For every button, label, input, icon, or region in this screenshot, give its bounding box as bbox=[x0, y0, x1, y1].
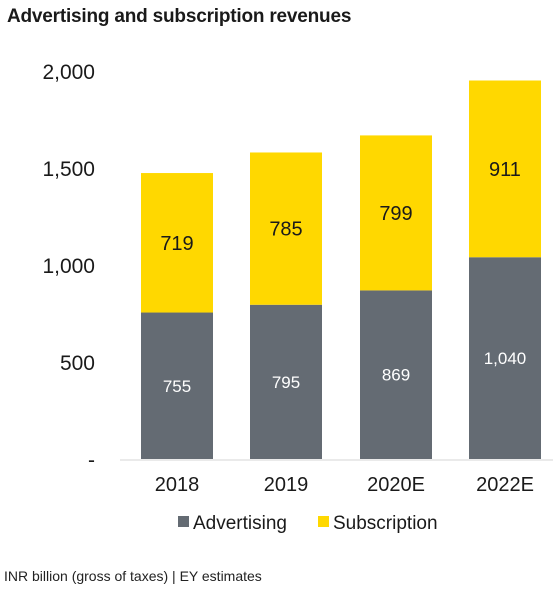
advertising-bar bbox=[141, 312, 213, 459]
subscription-data-label: 799 bbox=[379, 203, 412, 225]
x-tick-label: 2018 bbox=[155, 474, 200, 496]
subscription-bar bbox=[360, 135, 432, 291]
subscription-data-label: 719 bbox=[160, 233, 193, 255]
legend-label-advertising: Advertising bbox=[193, 513, 287, 534]
advertising-bar bbox=[469, 257, 541, 459]
x-tick-label: 2022E bbox=[476, 474, 534, 496]
advertising-data-label: 795 bbox=[272, 373, 300, 392]
x-tick-label: 2019 bbox=[264, 474, 309, 496]
subscription-bar bbox=[469, 80, 541, 258]
y-tick-label: 1,500 bbox=[42, 158, 95, 181]
y-tick-label: 1,000 bbox=[42, 255, 95, 278]
advertising-data-label: 1,040 bbox=[484, 349, 527, 368]
advertising-bar bbox=[360, 290, 432, 459]
subscription-data-label: 785 bbox=[269, 219, 302, 241]
subscription-bar bbox=[250, 152, 322, 305]
legend-label-subscription: Subscription bbox=[333, 513, 438, 534]
subscription-bar bbox=[141, 173, 213, 313]
advertising-data-label: 869 bbox=[382, 366, 410, 385]
y-tick-label: 2,000 bbox=[42, 61, 95, 84]
legend-swatch-advertising bbox=[178, 516, 189, 527]
stacked-bar-chart: - 500 1,000 1,500 2,000 755 719 2018 795 785 2019 8… bbox=[42, 61, 553, 534]
chart-footnote: INR billion (gross of taxes) | EY estima… bbox=[4, 568, 262, 584]
chart-title: Advertising and subscription revenues bbox=[7, 6, 352, 27]
y-tick-label: - bbox=[88, 449, 95, 472]
advertising-bar bbox=[250, 304, 322, 459]
x-tick-label: 2020E bbox=[367, 474, 425, 496]
subscription-data-label: 911 bbox=[489, 159, 521, 181]
advertising-data-label: 755 bbox=[163, 377, 191, 396]
legend-swatch-subscription bbox=[318, 516, 329, 527]
y-tick-label: 500 bbox=[60, 352, 95, 375]
